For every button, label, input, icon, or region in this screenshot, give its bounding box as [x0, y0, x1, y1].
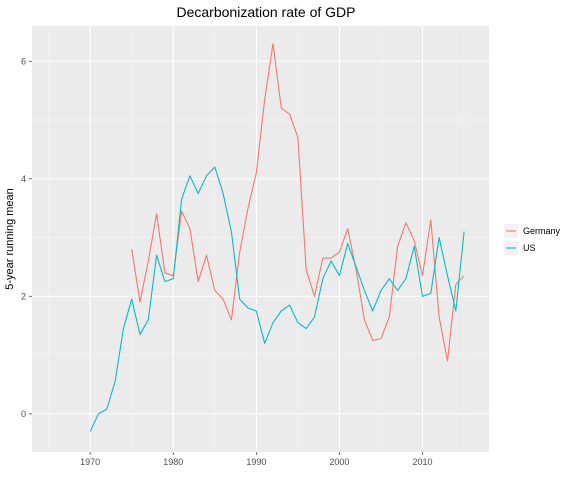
x-tick-label: 2000 [329, 457, 349, 467]
x-tick-label: 2010 [413, 457, 433, 467]
legend-label: US [523, 243, 536, 253]
x-tick-label: 1980 [163, 457, 183, 467]
y-tick-label: 2 [21, 291, 26, 301]
plot-panel [32, 26, 489, 452]
y-tick-label: 0 [21, 409, 26, 419]
x-tick-label: 1970 [80, 457, 100, 467]
axis-ticks: 1970 1980 1990 2000 2010 0 2 4 6 [21, 56, 433, 467]
series-line-germany [131, 43, 465, 362]
chart-title: Decarbonization rate of GDP [177, 4, 356, 20]
x-tick-label: 1990 [246, 457, 266, 467]
series-line-us [89, 166, 465, 432]
y-tick-label: 4 [21, 174, 26, 184]
y-axis-title: 5-year running mean [4, 188, 16, 290]
legend-label: Germany [523, 226, 561, 236]
legend: Germany US [504, 224, 561, 255]
y-tick-label: 6 [21, 56, 26, 66]
series-lines [89, 43, 465, 432]
grid-lines [32, 26, 489, 452]
